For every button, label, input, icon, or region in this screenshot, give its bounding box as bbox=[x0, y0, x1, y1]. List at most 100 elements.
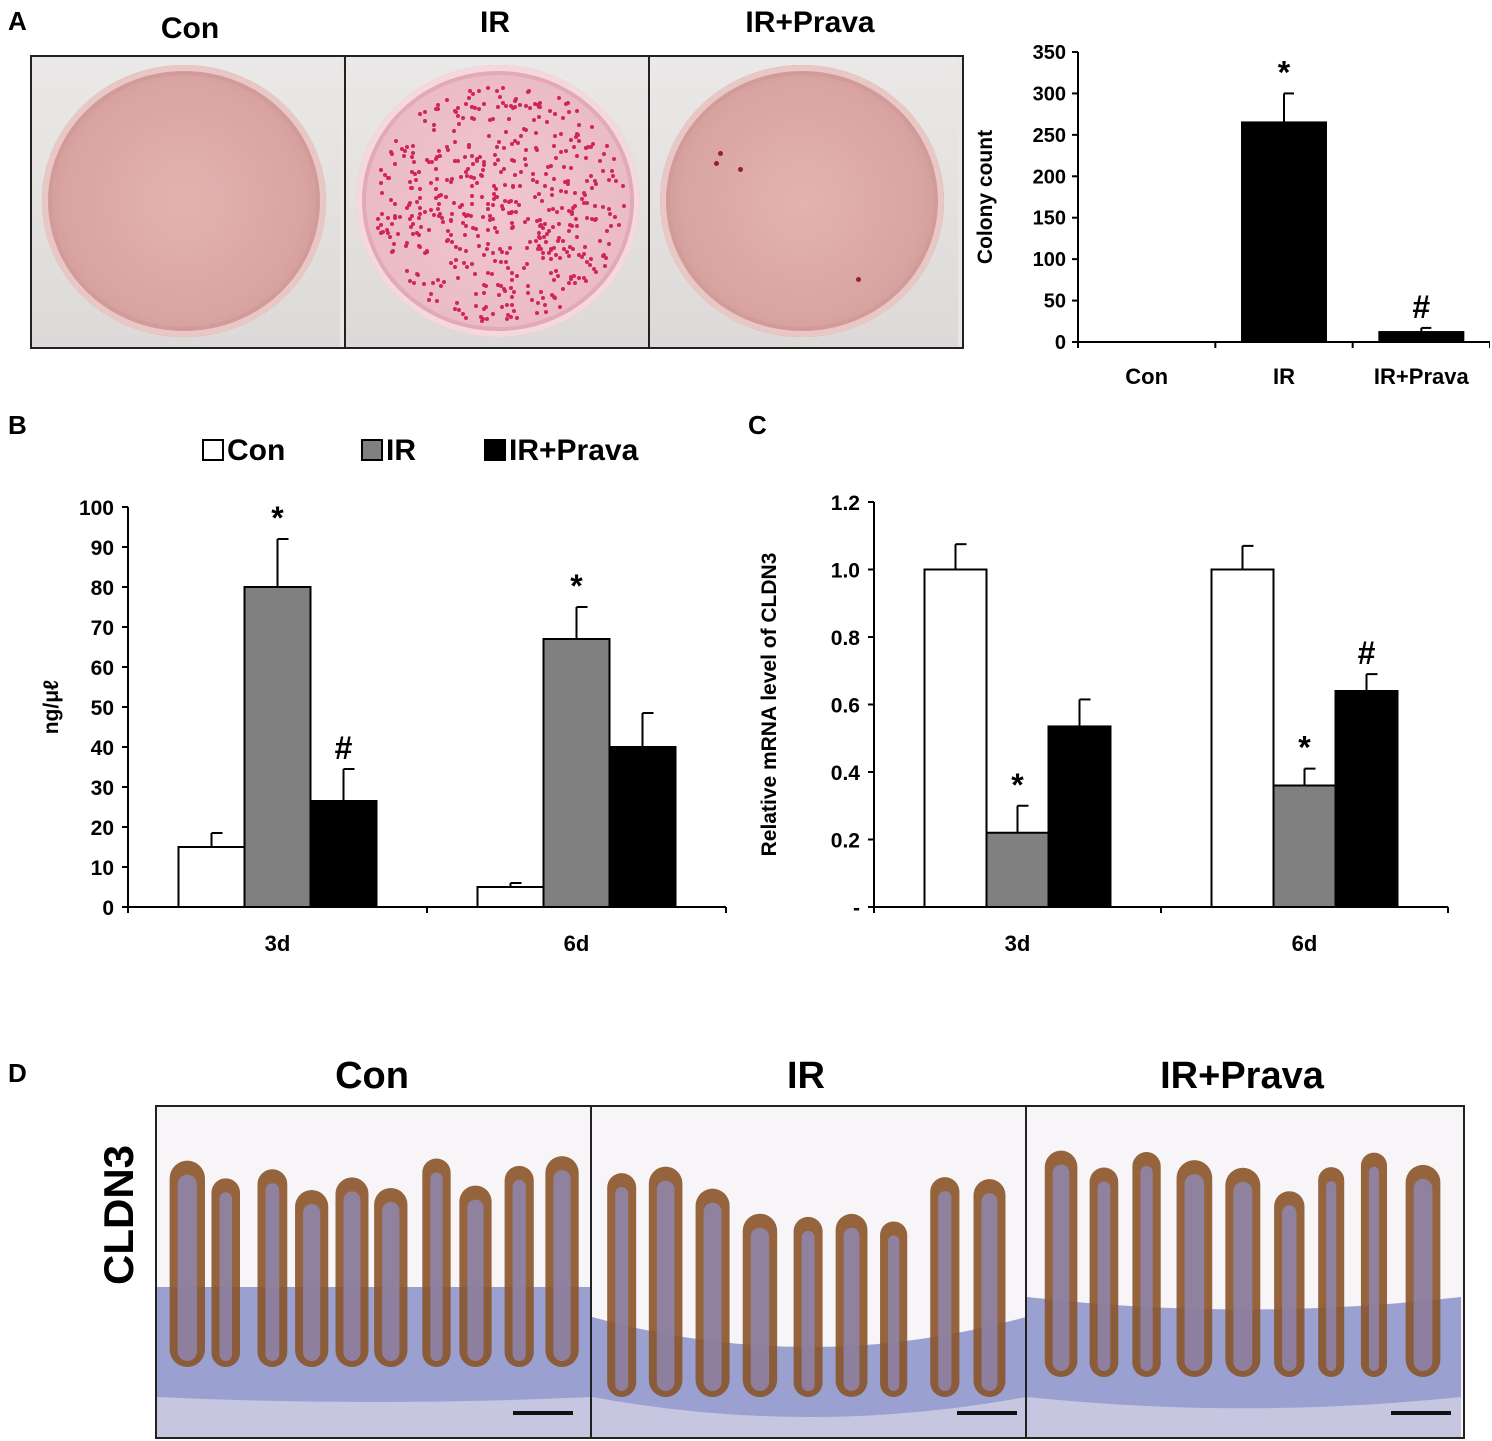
colony-dot bbox=[550, 192, 554, 197]
colony-dot bbox=[569, 275, 574, 280]
y-tick-label: 0 bbox=[102, 897, 114, 920]
colony-dot bbox=[524, 103, 529, 108]
colony-dot bbox=[486, 241, 491, 246]
colony-dot bbox=[429, 180, 434, 185]
colony-dot bbox=[512, 159, 517, 164]
colony-dot bbox=[585, 201, 590, 206]
colony-dot bbox=[856, 277, 861, 282]
colony-dot bbox=[468, 214, 473, 219]
colony-dot bbox=[569, 137, 574, 142]
colony-dot bbox=[552, 245, 557, 250]
colony-dot bbox=[541, 235, 546, 240]
colony-dot bbox=[433, 186, 438, 191]
colony-dot bbox=[543, 221, 548, 226]
colony-dot bbox=[445, 238, 450, 243]
legend-label: IR bbox=[386, 434, 416, 467]
colony-dot bbox=[491, 192, 496, 197]
colony-dot bbox=[410, 222, 415, 227]
bar-6d-IR bbox=[1272, 784, 1337, 908]
ihc-tissue-images bbox=[155, 1105, 1465, 1439]
tissue-ir bbox=[592, 1107, 1026, 1437]
colony-dot bbox=[474, 159, 479, 164]
colony-dot bbox=[718, 151, 723, 156]
colony-dot bbox=[393, 139, 398, 144]
x-tick-label: Con bbox=[1125, 364, 1168, 389]
colony-dot bbox=[563, 180, 568, 185]
colony-dot bbox=[545, 119, 550, 124]
colony-dot bbox=[551, 206, 556, 211]
colony-dot bbox=[568, 244, 573, 249]
colony-dot bbox=[485, 317, 490, 322]
colony-dot bbox=[556, 235, 561, 240]
legend-swatch bbox=[202, 439, 224, 461]
colony-dot bbox=[503, 104, 508, 109]
colony-dot bbox=[566, 253, 571, 258]
colony-dot bbox=[534, 311, 539, 316]
colony-dot bbox=[574, 223, 579, 228]
colony-dot bbox=[453, 257, 458, 262]
colony-dot bbox=[601, 151, 606, 156]
colony-dot bbox=[495, 145, 500, 150]
colony-dot bbox=[471, 176, 476, 181]
colony-dot bbox=[620, 183, 625, 188]
colony-dot bbox=[510, 106, 515, 111]
colony-dot bbox=[378, 180, 383, 185]
colony-dot bbox=[495, 229, 500, 234]
significance-mark: * bbox=[570, 568, 583, 604]
colony-dot bbox=[405, 145, 410, 150]
colony-dot bbox=[553, 296, 558, 301]
colony-dot bbox=[474, 304, 479, 309]
colony-dot bbox=[546, 250, 551, 255]
colony-dot bbox=[597, 239, 602, 244]
colony-dot bbox=[553, 112, 558, 117]
colony-dot bbox=[539, 247, 544, 252]
colony-dot bbox=[469, 105, 474, 110]
colony-dot bbox=[601, 253, 606, 258]
colony-dot bbox=[430, 281, 435, 286]
colony-dot bbox=[470, 184, 475, 189]
colony-dot bbox=[482, 253, 486, 258]
colony-dot bbox=[518, 170, 523, 175]
colony-dot bbox=[534, 148, 539, 153]
colony-dot bbox=[485, 202, 490, 207]
colony-dot bbox=[496, 283, 501, 288]
villus-core bbox=[467, 1199, 484, 1361]
colony-dot bbox=[537, 191, 542, 196]
bar-6d-IR bbox=[542, 638, 611, 908]
colony-dot bbox=[588, 256, 593, 261]
colony-dot bbox=[418, 206, 423, 211]
panel-letter-c: C bbox=[748, 410, 767, 440]
colony-dot bbox=[452, 109, 457, 114]
bar-6d-IR+Prava bbox=[608, 746, 677, 908]
colony-dot bbox=[411, 232, 416, 237]
plate-ir-prava bbox=[650, 57, 958, 347]
colony-dot bbox=[444, 97, 449, 102]
colony-dot bbox=[509, 314, 514, 319]
colony-dot bbox=[541, 255, 546, 260]
y-tick-label: 0 bbox=[1055, 332, 1066, 354]
colony-dot bbox=[597, 158, 602, 163]
colony-dot bbox=[536, 102, 541, 107]
colony-dot bbox=[418, 244, 423, 249]
colony-dot bbox=[579, 196, 584, 201]
colony-dot bbox=[464, 223, 469, 228]
colony-dot bbox=[580, 255, 585, 260]
colony-dot bbox=[402, 148, 407, 153]
colony-dot bbox=[510, 141, 515, 146]
colony-dot bbox=[588, 173, 593, 178]
colony-dot bbox=[544, 240, 549, 245]
y-tick-label: 150 bbox=[1033, 208, 1066, 230]
colony-dot bbox=[498, 260, 503, 265]
colony-dot bbox=[416, 272, 421, 277]
colony-dot bbox=[481, 283, 486, 288]
colony-dot bbox=[431, 213, 436, 218]
colony-dot bbox=[432, 127, 437, 132]
colony-dot bbox=[425, 158, 430, 163]
colony-dot bbox=[414, 177, 419, 182]
colony-dot bbox=[422, 119, 427, 124]
colony-dot bbox=[481, 307, 486, 312]
colony-dot bbox=[454, 244, 459, 249]
tissue-con bbox=[157, 1107, 591, 1437]
colony-dot bbox=[485, 271, 490, 276]
colony-dot bbox=[457, 308, 462, 313]
